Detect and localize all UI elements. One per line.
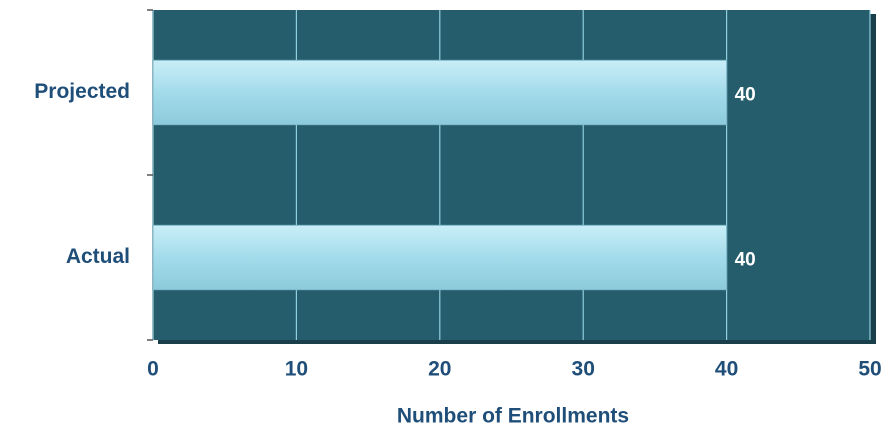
x-tick-label: 0	[147, 358, 159, 381]
x-tick-label: 30	[572, 358, 595, 381]
y-tick-label: Actual	[66, 245, 130, 268]
bar	[152, 224, 728, 291]
x-axis-title: Number of Enrollments	[397, 405, 629, 428]
x-tick-label: 50	[858, 358, 881, 381]
data-label: 40	[735, 250, 756, 271]
x-tick-label: 40	[715, 358, 738, 381]
data-label: 40	[735, 85, 756, 106]
x-tick-label: 10	[285, 358, 308, 381]
x-tick-label: 20	[428, 358, 451, 381]
y-tick-label: Projected	[34, 80, 130, 103]
bar	[152, 59, 728, 126]
plot-area	[153, 10, 870, 340]
